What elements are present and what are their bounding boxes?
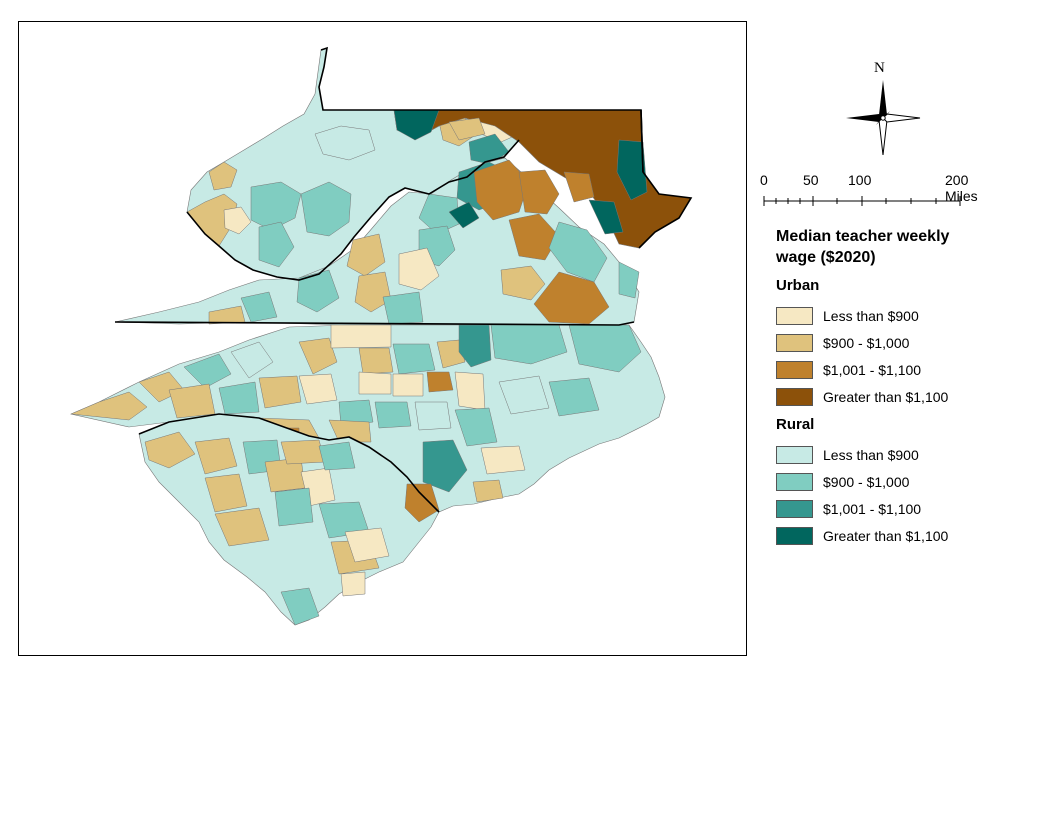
legend-group-rural: Rural Less than $900 $900 - $1,000 $1,00… xyxy=(776,416,1046,549)
scale-tick-label: 200 Miles xyxy=(945,172,978,204)
legend-item: $900 - $1,000 xyxy=(776,468,1046,495)
legend-swatch xyxy=(776,306,813,325)
legend-swatch xyxy=(776,445,813,464)
south-carolina xyxy=(138,413,440,626)
legend-item-label: $900 - $1,000 xyxy=(823,334,910,351)
legend-item-label: Less than $900 xyxy=(823,446,919,463)
legend-title-line: wage ($2020) xyxy=(776,249,876,266)
legend-item: $1,001 - $1,100 xyxy=(776,495,1046,522)
north-arrow-icon xyxy=(846,80,921,156)
scale-tick-label: 50 xyxy=(803,172,819,188)
legend-item: Less than $900 xyxy=(776,441,1046,468)
legend-item-label: $1,001 - $1,100 xyxy=(823,500,922,517)
legend-item: $1,001 - $1,100 xyxy=(776,356,1046,383)
legend-item-label: Greater than $1,100 xyxy=(823,388,949,405)
legend-swatch xyxy=(776,333,813,352)
legend-title: Median teacher weekly wage ($2020) xyxy=(776,226,1046,268)
legend-swatch xyxy=(776,472,813,491)
choropleth-map xyxy=(70,46,693,626)
legend-item: Less than $900 xyxy=(776,302,1046,329)
legend-swatch xyxy=(776,499,813,518)
scale-tick-label: 100 xyxy=(848,172,872,188)
legend-group-title: Urban xyxy=(776,277,820,294)
legend-swatch xyxy=(776,360,813,379)
virginia xyxy=(114,157,640,326)
legend-title-line: Median teacher weekly xyxy=(776,228,950,245)
map-legend: Median teacher weekly wage ($2020) Urban… xyxy=(776,226,1046,551)
north-label: N xyxy=(874,60,885,76)
legend-swatch xyxy=(776,387,813,406)
state-borders xyxy=(114,46,693,513)
legend-item-label: Greater than $1,100 xyxy=(823,527,949,544)
legend-item: Greater than $1,100 xyxy=(776,383,1046,410)
scale-tick-label: 0 xyxy=(760,172,768,188)
scale-bar-graphic xyxy=(763,196,961,206)
legend-item: $900 - $1,000 xyxy=(776,329,1046,356)
legend-item: Greater than $1,100 xyxy=(776,522,1046,549)
legend-swatch xyxy=(776,526,813,545)
legend-item-label: Less than $900 xyxy=(823,307,919,324)
map-frame xyxy=(18,21,747,656)
scale-bar: 0 50 100 200 Miles xyxy=(756,172,978,212)
legend-item-label: $900 - $1,000 xyxy=(823,473,910,490)
legend-group-urban: Urban Less than $900 $900 - $1,000 $1,00… xyxy=(776,277,1046,410)
legend-item-label: $1,001 - $1,100 xyxy=(823,361,922,378)
legend-group-title: Rural xyxy=(776,416,815,433)
